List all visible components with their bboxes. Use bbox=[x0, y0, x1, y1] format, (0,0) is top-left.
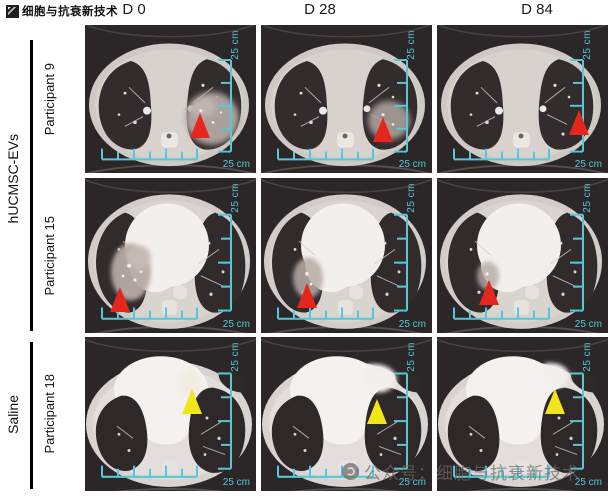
ct-panel-participant15-d84: 25 cm 25 cm bbox=[437, 178, 608, 333]
row-label-text: Participant 18 bbox=[41, 374, 57, 454]
vertical-scale-label: 25 cm bbox=[582, 30, 593, 60]
group-bracket-line bbox=[30, 342, 33, 489]
red-arrowhead-icon bbox=[110, 287, 130, 312]
ct-panel-participant9-d84: 25 cm 25 cm bbox=[437, 25, 608, 173]
ct-panel-participant9-d0: 25 cm 25 cm bbox=[85, 25, 256, 173]
row-label-text: Participant 15 bbox=[41, 215, 57, 296]
column-header-d84: D 84 bbox=[521, 1, 553, 18]
yellow-arrowhead-icon bbox=[182, 389, 202, 414]
group-label-text: hUCMSC-EVs bbox=[5, 134, 21, 224]
vertical-scale-label: 25 cm bbox=[582, 183, 593, 213]
ct-panel-participant18-d84: 25 cm 25 cm bbox=[437, 337, 608, 491]
group-label-hucmsc-evs: hUCMSC-EVs bbox=[2, 25, 24, 333]
watermark-text: 公众号：细胞与抗衰新技术 bbox=[364, 464, 580, 483]
red-arrowhead-icon bbox=[569, 110, 589, 135]
red-arrowhead-icon bbox=[479, 280, 499, 305]
ct-panel-participant15-d0: 25 cm 25 cm bbox=[85, 178, 256, 333]
horizontal-scale-label: 25 cm bbox=[398, 319, 426, 330]
horizontal-scale-label: 25 cm bbox=[222, 319, 250, 330]
horizontal-scale-label: 25 cm bbox=[574, 159, 602, 170]
vertical-scale-label: 25 cm bbox=[406, 183, 417, 213]
vertical-scale-label: 25 cm bbox=[230, 342, 241, 372]
red-arrowhead-icon bbox=[297, 283, 317, 308]
row-label-participant-18: Participant 18 bbox=[38, 337, 60, 491]
vertical-scale-label: 25 cm bbox=[406, 342, 417, 372]
horizontal-scale-label: 25 cm bbox=[398, 159, 426, 170]
vertical-scale-label: 25 cm bbox=[230, 30, 241, 60]
horizontal-scale-label: 25 cm bbox=[222, 159, 250, 170]
vertical-scale-label: 25 cm bbox=[406, 30, 417, 60]
column-header-d28: D 28 bbox=[304, 1, 336, 18]
horizontal-scale-label: 25 cm bbox=[398, 477, 426, 488]
group-label-text: Saline bbox=[5, 394, 21, 434]
horizontal-scale-label: 25 cm bbox=[574, 319, 602, 330]
yellow-arrowhead-icon bbox=[367, 399, 387, 424]
horizontal-scale-label: 25 cm bbox=[574, 477, 602, 488]
red-arrowhead-icon bbox=[373, 117, 393, 142]
watermark-text: 细胞与抗衰新技术 bbox=[22, 6, 118, 18]
column-header-d0: D 0 bbox=[122, 1, 146, 18]
group-label-saline: Saline bbox=[2, 337, 24, 491]
yellow-arrowhead-icon bbox=[545, 389, 565, 414]
vertical-scale-label: 25 cm bbox=[230, 183, 241, 213]
bottom-watermark: 公众号：细胞与抗衰新技术 bbox=[342, 459, 580, 484]
ct-panel-participant15-d28: 25 cm 25 cm bbox=[261, 178, 432, 333]
row-label-participant-15: Participant 15 bbox=[38, 178, 60, 333]
horizontal-scale-label: 25 cm bbox=[222, 477, 250, 488]
watermark-logo-icon bbox=[6, 4, 19, 18]
group-bracket-line bbox=[30, 40, 33, 331]
ct-panel-participant9-d28: 25 cm 25 cm bbox=[261, 25, 432, 173]
channel-logo-icon bbox=[342, 463, 359, 480]
row-label-text: Participant 9 bbox=[41, 62, 57, 136]
ct-panel-participant18-d0: 25 cm 25 cm bbox=[85, 337, 256, 491]
red-arrowhead-icon bbox=[190, 113, 210, 138]
vertical-scale-label: 25 cm bbox=[582, 342, 593, 372]
top-watermark: 细胞与抗衰新技术 bbox=[6, 3, 118, 19]
row-label-participant-9: Participant 9 bbox=[38, 25, 60, 173]
